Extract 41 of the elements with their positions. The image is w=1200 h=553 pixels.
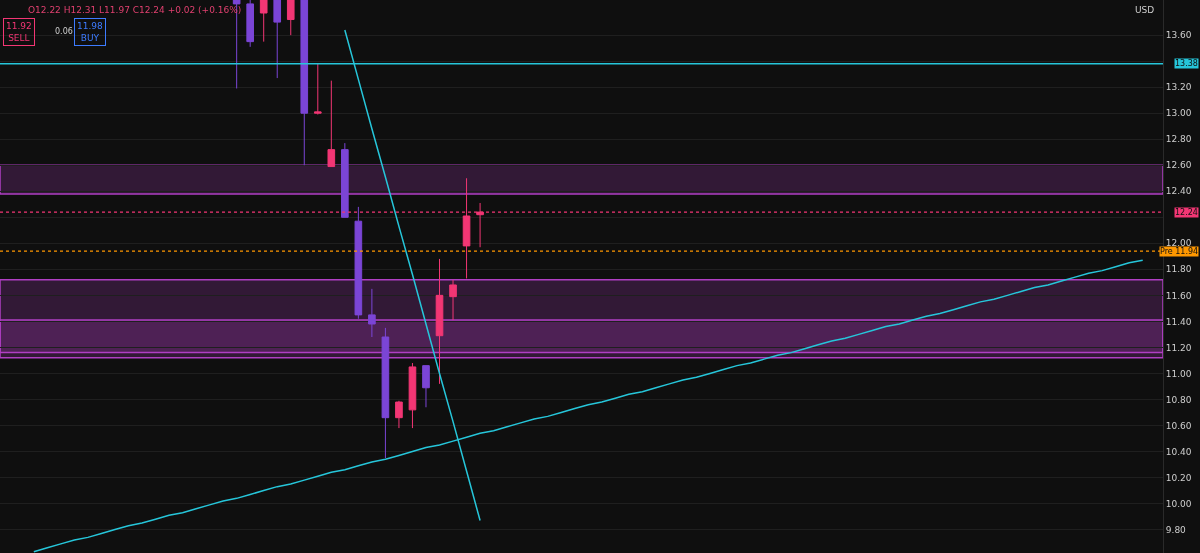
candlestick (395, 400, 403, 429)
y-tick-label: 12.40 (1165, 186, 1192, 197)
candlestick (381, 327, 390, 459)
candlestick (354, 206, 363, 320)
y-tick-label: 10.00 (1165, 498, 1192, 509)
candlestick (327, 80, 336, 168)
y-tick-label: 10.60 (1165, 420, 1192, 431)
y-tick-label: 13.60 (1165, 30, 1192, 41)
candlestick (300, 0, 309, 166)
y-tick-label: 10.40 (1165, 446, 1192, 457)
y-tick-label: 10.20 (1165, 472, 1192, 483)
annotation: 11.98 BUY (77, 21, 104, 43)
candlestick (313, 63, 322, 115)
candlestick (341, 142, 349, 218)
y-tick-label: 12.80 (1165, 134, 1192, 145)
y-tick-label: 9.80 (1165, 524, 1187, 535)
y-tick-label: 11.40 (1165, 316, 1192, 327)
annotation: USD (1135, 5, 1155, 15)
y-tick-label: 11.60 (1165, 290, 1192, 301)
y-tick-label: 12.00 (1165, 238, 1192, 249)
candlestick (368, 288, 376, 338)
ref-line-label: 12.24 (1175, 208, 1198, 217)
y-tick-label: 11.00 (1165, 368, 1192, 379)
y-tick-label: 11.20 (1165, 342, 1192, 353)
candlestick (408, 362, 417, 429)
candlestick (259, 0, 268, 43)
candlestick (286, 0, 295, 36)
candlestick (422, 365, 430, 408)
y-tick-label: 11.80 (1165, 264, 1192, 275)
y-tick-label: 13.00 (1165, 108, 1192, 119)
ref-line-label: 13.38 (1175, 59, 1198, 68)
y-tick-label: 13.20 (1165, 82, 1192, 93)
candlestick (273, 0, 282, 79)
y-tick-label: 10.80 (1165, 394, 1192, 405)
annotation: 0.06 (55, 27, 73, 36)
ref-line-label: Pre 11.94 (1160, 247, 1199, 256)
y-tick-label: 12.60 (1165, 160, 1192, 171)
annotation: 11.92 SELL (6, 21, 32, 43)
candlestick (449, 279, 457, 321)
candlestick (246, 0, 254, 48)
candlestick (435, 258, 444, 385)
